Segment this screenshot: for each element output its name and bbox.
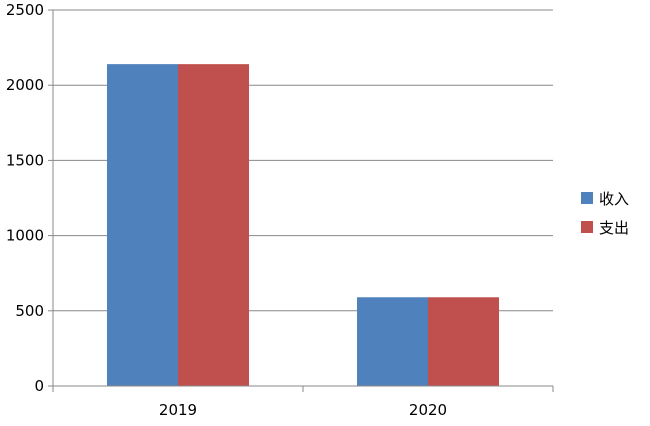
bar-2019-series-0: [107, 64, 178, 387]
bar-2019-series-1: [178, 64, 249, 387]
y-tick-label: 1500: [6, 151, 44, 169]
legend-swatch-0: [581, 192, 593, 204]
y-tick-label: 500: [15, 302, 44, 320]
bars: [107, 64, 499, 387]
legend-swatch-1: [581, 221, 593, 233]
y-tick-label: 2000: [6, 76, 44, 94]
y-tick-label: 0: [34, 377, 44, 395]
x-tick-label: 2019: [159, 401, 197, 419]
y-tick-label: 2500: [6, 1, 44, 19]
legend-label-0: 收入: [599, 190, 629, 208]
bar-2020-series-0: [357, 297, 428, 386]
bar-2020-series-1: [428, 297, 499, 386]
tick-labels: 0 500 1000 1500 2000 2500 2019 2020: [6, 1, 447, 419]
y-tick-label: 1000: [6, 227, 44, 245]
axes: [48, 9, 554, 392]
x-tick-label: 2020: [409, 401, 447, 419]
legend-label-1: 支出: [599, 219, 629, 237]
